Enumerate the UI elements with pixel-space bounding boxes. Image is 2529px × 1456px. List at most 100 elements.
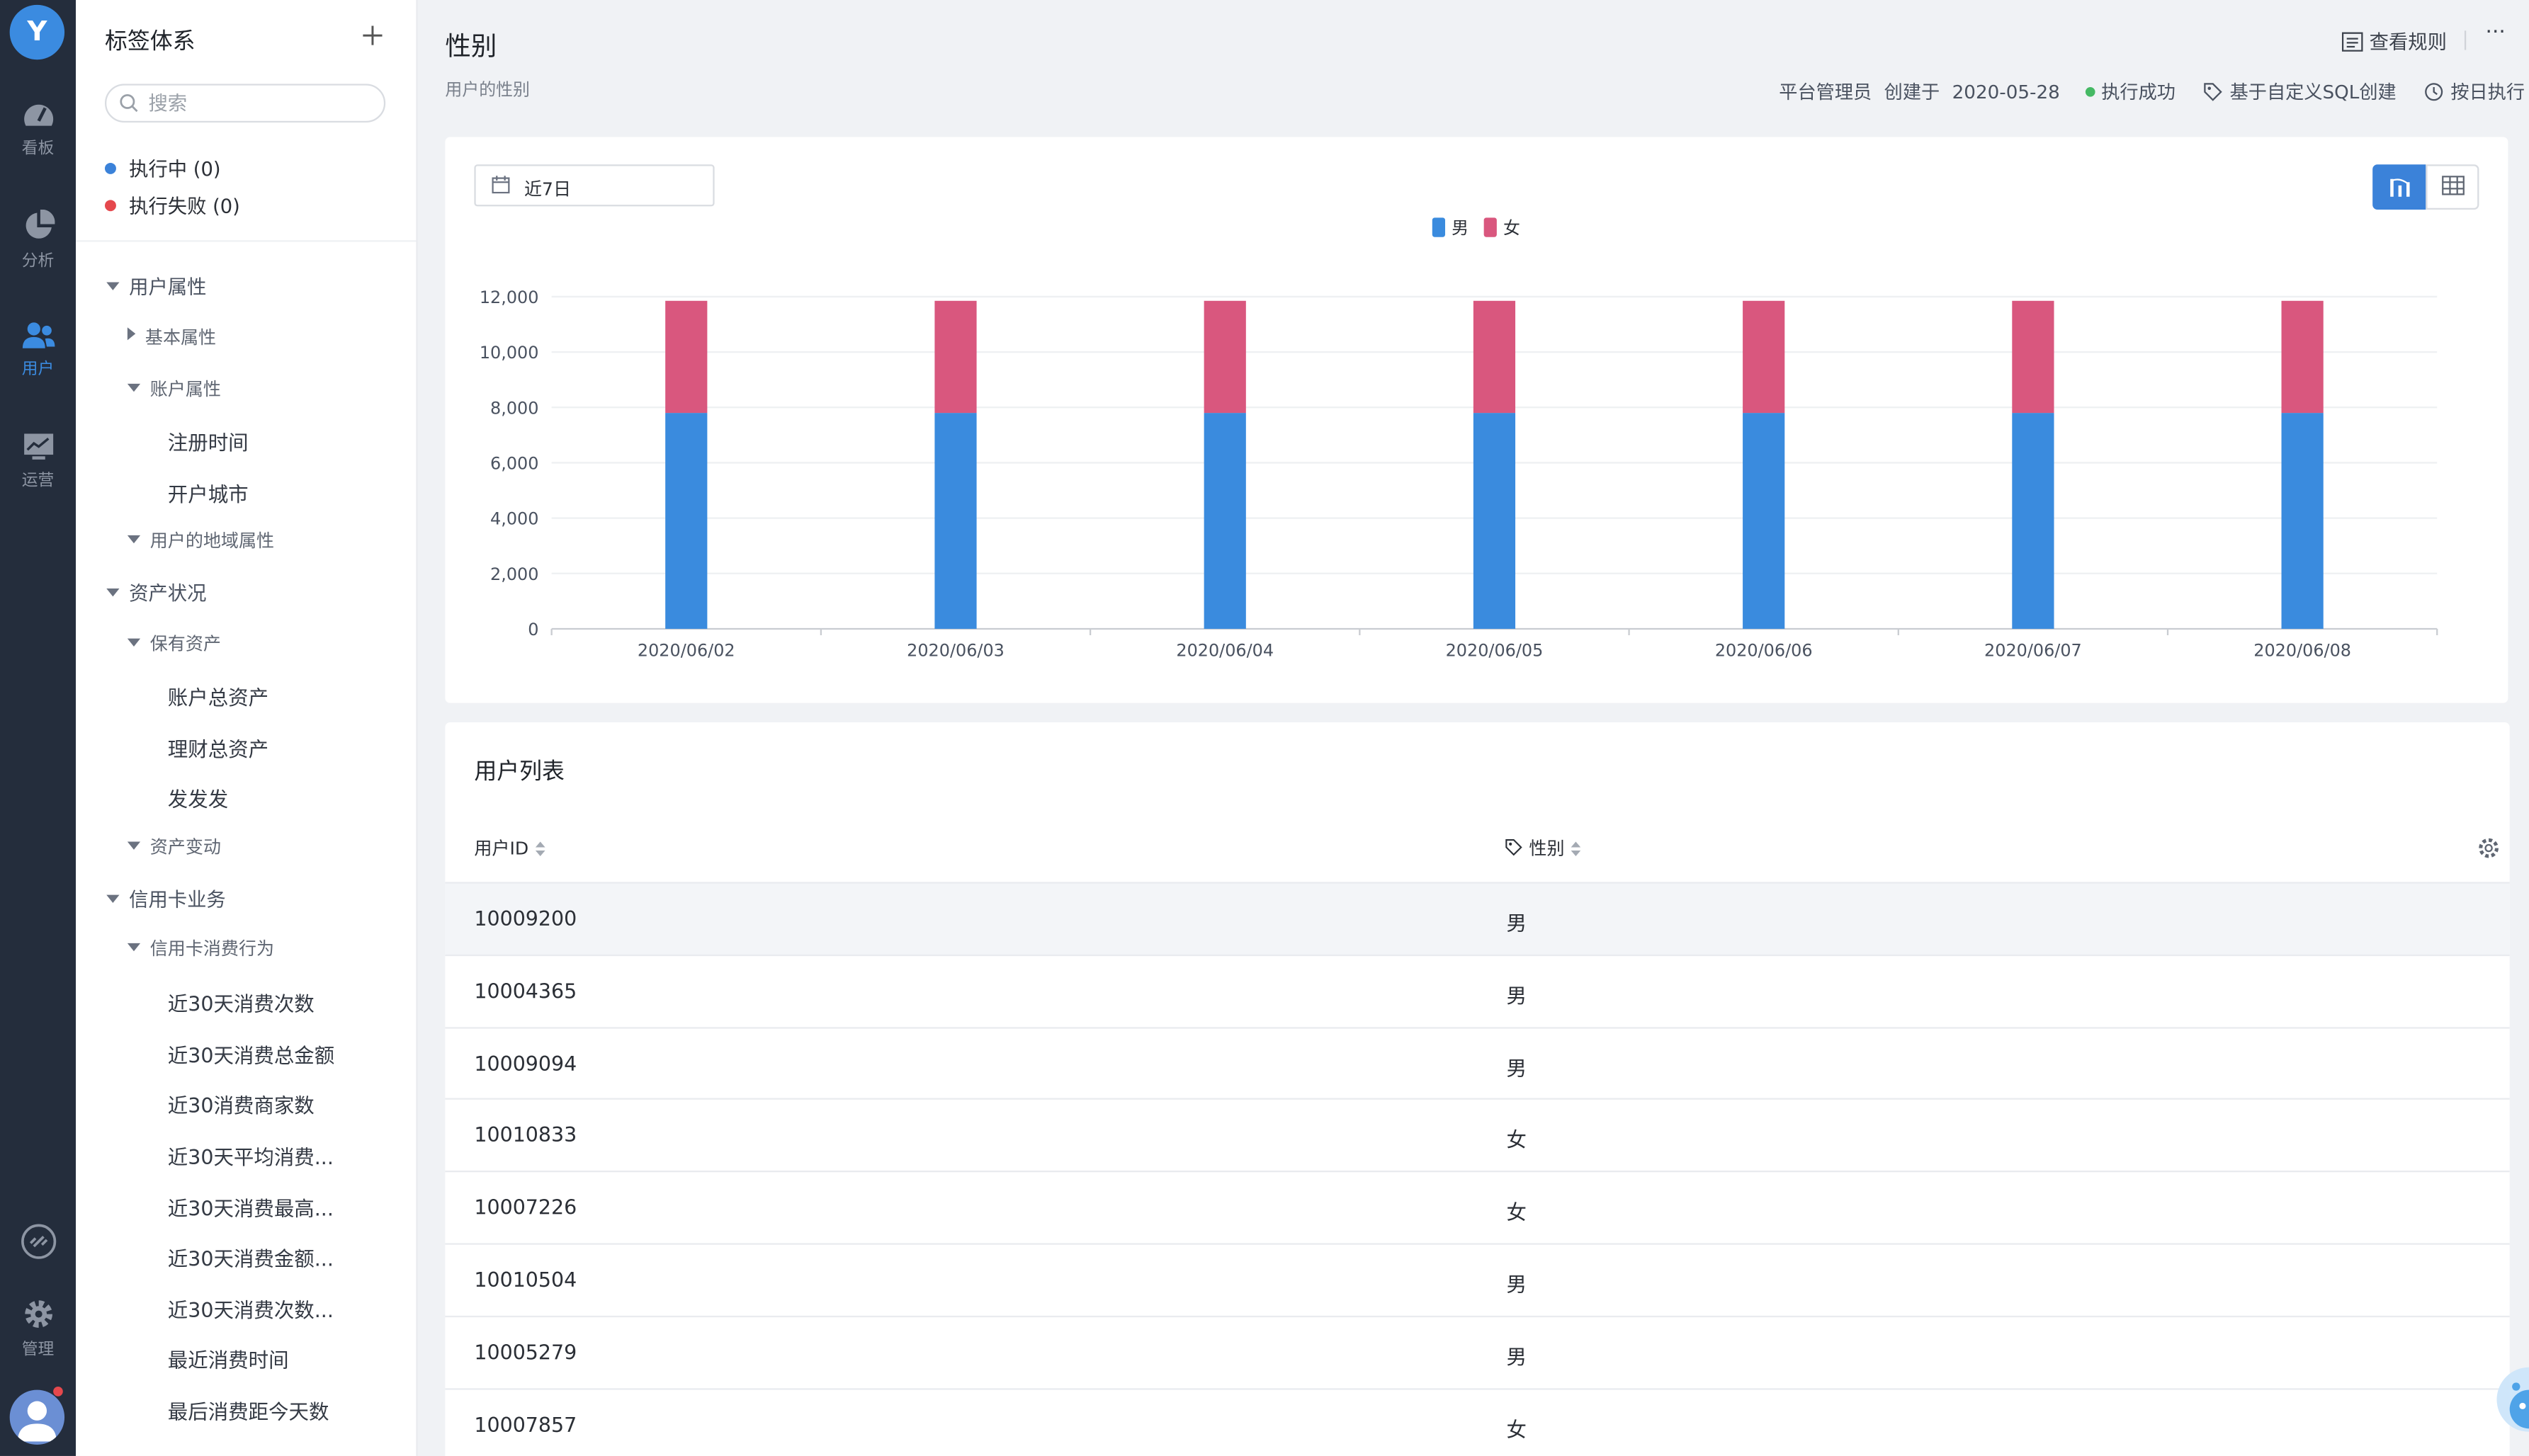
gender-cell: 女	[1506, 1200, 1527, 1224]
tree-item[interactable]: 资产状况	[106, 579, 206, 606]
table-row[interactable]: 10004365 男	[445, 954, 2510, 1026]
caret-down-icon	[106, 588, 120, 597]
tree-item[interactable]: 账户属性	[127, 375, 221, 401]
bar-segment	[2012, 413, 2054, 629]
tree-item[interactable]: 近30天消费金额...	[168, 1241, 334, 1272]
users-icon	[21, 322, 55, 348]
table-row[interactable]: 10005279 男	[445, 1315, 2510, 1387]
chart-card: 近7日 0 2,000 4,000 6,000 8,000 10,000 12,000 202…	[445, 137, 2508, 703]
tag-icon	[2205, 83, 2223, 101]
user-id-cell: 10010833	[474, 1122, 577, 1147]
nav-users[interactable]: 用户	[0, 321, 76, 379]
table-row[interactable]: 10009094 男	[445, 1026, 2510, 1098]
table-view-button[interactable]	[2426, 164, 2479, 210]
nav-analysis[interactable]: 分析	[0, 209, 76, 271]
table-row[interactable]: 10009200 男	[445, 882, 2510, 955]
tree-item[interactable]: 近30天平均消费...	[168, 1140, 334, 1171]
user-id-cell: 10007857	[474, 1411, 577, 1436]
tree-item-label: 近30天平均消费...	[167, 1144, 334, 1169]
tree-item-label: 理财总资产	[167, 736, 269, 761]
gender-cell: 男	[1506, 1272, 1527, 1297]
tree-item-label: 用户属性	[129, 275, 207, 299]
caret-down-icon	[127, 943, 141, 952]
tree-item-label: 最后消费距今天数	[167, 1399, 329, 1424]
table-row[interactable]: 10007857 女	[445, 1387, 2510, 1456]
user-id-cell: 10005279	[474, 1339, 577, 1364]
tree-item[interactable]: 注册时间	[168, 426, 249, 456]
date-range-label: 近7日	[524, 178, 571, 200]
x-tick-label: 2020/06/02	[638, 641, 735, 661]
tag-source: 基于自定义SQL创建	[2229, 80, 2397, 103]
nav-dashboard[interactable]: 看板	[0, 100, 76, 158]
bar-segment	[1473, 300, 1516, 414]
tree-item[interactable]: 用户的地域属性	[127, 528, 274, 553]
legend-swatch	[1432, 217, 1446, 237]
nav-link[interactable]	[0, 1224, 76, 1264]
gender-cell: 男	[1506, 1055, 1527, 1080]
tree-item[interactable]: 近30天消费次数...	[168, 1293, 334, 1324]
tree-item[interactable]: 最近消费时间	[168, 1343, 289, 1374]
bar-segment	[1204, 300, 1246, 414]
calendar-icon	[492, 176, 510, 194]
nav-operations[interactable]: 运营	[0, 432, 76, 490]
tree-item-label: 资产状况	[129, 581, 207, 605]
schedule-icon	[2426, 83, 2444, 101]
user-list-card: 用户列表 用户ID 性别 10009200 男 10004365 男 10009094 男…	[445, 722, 2510, 1456]
tree-item[interactable]: 近30消费商家数	[168, 1088, 315, 1119]
more-button[interactable]: ···	[2485, 21, 2506, 45]
bar-segment	[665, 413, 708, 629]
view-rules-button[interactable]: 查看规则	[2341, 28, 2447, 55]
monitor-chart-icon	[23, 433, 52, 460]
caret-down-icon	[127, 383, 141, 392]
tree-item-label: 近30天消费最高...	[167, 1196, 334, 1221]
running-dot	[104, 162, 116, 174]
column-settings-icon[interactable]	[2477, 837, 2500, 860]
caret-down-icon	[127, 535, 141, 544]
column-gender[interactable]: 性别	[1505, 835, 1581, 860]
tree-item[interactable]: 保有资产	[127, 630, 221, 656]
bar-segment	[1743, 300, 1785, 414]
app-logo[interactable]: Y	[9, 4, 65, 60]
tree-item[interactable]: 近30天消费最高...	[168, 1192, 334, 1222]
tree-item[interactable]: 开户城市	[168, 477, 249, 508]
tree-item[interactable]: 近30天消费总金额	[168, 1038, 334, 1069]
avatar[interactable]	[9, 1389, 65, 1445]
add-tag-button[interactable]	[363, 19, 383, 53]
tree-item[interactable]: 资产变动	[127, 834, 221, 859]
tree-item-label: 基本属性	[145, 327, 217, 348]
table-row[interactable]: 10007226 女	[445, 1171, 2510, 1243]
created-date: 2020-05-28	[1952, 80, 2060, 103]
column-user-id[interactable]: 用户ID	[474, 835, 545, 860]
tree-item-label: 发发发	[167, 787, 229, 812]
tree-item[interactable]: 信用卡消费行为	[127, 935, 274, 961]
x-tick-label: 2020/06/03	[907, 641, 1005, 661]
nav-settings[interactable]: 管理	[0, 1298, 76, 1359]
tree-item[interactable]: 近30天消费次数	[168, 986, 315, 1017]
y-tick-label: 8,000	[490, 398, 538, 418]
tree-item-label: 账户属性	[149, 379, 221, 400]
nav-operations-label: 运营	[21, 472, 55, 491]
nav-analysis-label: 分析	[21, 253, 55, 271]
tree-item[interactable]: 用户属性	[106, 273, 206, 300]
tree-item[interactable]: 发发发	[168, 782, 228, 812]
schedule: 按日执行	[2450, 80, 2525, 103]
search-box[interactable]	[104, 84, 386, 123]
gender-cell: 女	[1506, 1127, 1527, 1152]
search-icon	[120, 93, 138, 113]
tree-item-label: 开户城市	[167, 482, 249, 506]
tree-item-label: 注册时间	[167, 430, 249, 455]
x-tick-label: 2020/06/05	[1446, 641, 1544, 661]
gear-icon	[24, 1300, 52, 1328]
tree-item[interactable]: 基本属性	[127, 324, 217, 350]
chart-view-button[interactable]	[2372, 164, 2426, 210]
table-row[interactable]: 10010504 男	[445, 1243, 2510, 1315]
search-input[interactable]	[145, 90, 378, 116]
date-range-picker[interactable]: 近7日	[474, 164, 715, 207]
status-failed[interactable]: 执行失败 (0)	[104, 192, 240, 220]
tree-item[interactable]: 账户总资产	[168, 681, 268, 711]
table-row[interactable]: 10010833 女	[445, 1098, 2510, 1171]
status-running[interactable]: 执行中 (0)	[104, 155, 221, 183]
tree-item[interactable]: 理财总资产	[168, 732, 268, 763]
tree-item[interactable]: 最后消费距今天数	[168, 1394, 329, 1425]
tree-item[interactable]: 信用卡业务	[106, 885, 226, 913]
